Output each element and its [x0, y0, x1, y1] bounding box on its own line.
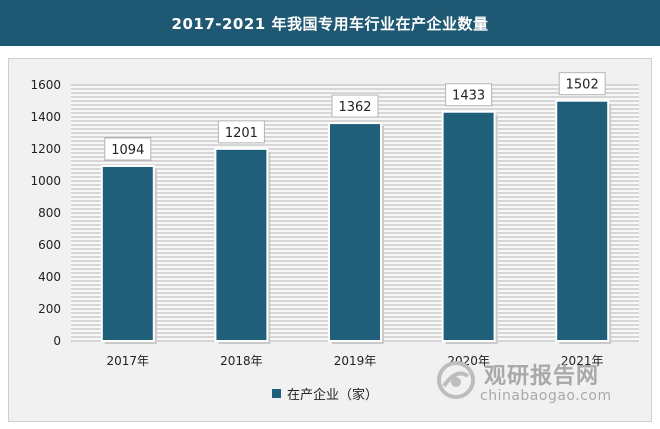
y-tick-label: 200	[38, 302, 61, 316]
bar	[214, 147, 269, 342]
chart-title: 2017-2021 年我国专用车行业在产企业数量	[0, 0, 660, 46]
data-label: 1201	[225, 126, 258, 141]
data-label-box	[104, 137, 152, 161]
bar	[441, 110, 496, 342]
y-tick-label: 1600	[30, 78, 61, 92]
legend-swatch	[272, 389, 281, 398]
watermark-cn-text: 观研报告网	[484, 364, 600, 389]
x-tick-label: 2021年	[561, 354, 604, 368]
x-tick-label: 2017年	[107, 354, 150, 368]
bar	[100, 164, 155, 342]
bar-chart: 0 200 400 600 800 1000 1200 1400 1600 1094 2017年 12…	[30, 72, 639, 368]
data-label-box	[331, 94, 379, 118]
y-tick-label: 400	[38, 270, 61, 284]
y-tick-label: 1200	[30, 142, 61, 156]
x-tick-label: 2019年	[334, 354, 377, 368]
watermark-url-text: chinabaogao.com	[480, 388, 612, 404]
x-tick-label: 2018年	[220, 354, 263, 368]
y-tick-label: 800	[38, 206, 61, 220]
data-label-box	[445, 83, 493, 107]
y-tick-label: 1400	[30, 110, 61, 124]
y-tick-label: 0	[53, 334, 61, 348]
y-tick-label: 600	[38, 238, 61, 252]
bar	[555, 99, 610, 343]
legend-label: 在产企业（家）	[287, 388, 379, 403]
data-label: 1362	[338, 100, 371, 115]
legend: 在产企业（家）	[272, 384, 378, 403]
watermark-logo-icon	[437, 361, 475, 399]
watermark: 观研报告网 chinabaogao.com	[436, 356, 636, 416]
data-label-box	[558, 72, 606, 96]
bar	[328, 122, 382, 342]
data-label: 1094	[111, 143, 144, 158]
y-tick-label: 1000	[30, 174, 61, 188]
data-label: 1433	[452, 89, 485, 104]
chart-area: 0 200 400 600 800 1000 1200 1400 1600 1094 2017年 12…	[8, 58, 652, 422]
data-label-box	[217, 120, 265, 144]
data-label: 1502	[566, 78, 599, 93]
